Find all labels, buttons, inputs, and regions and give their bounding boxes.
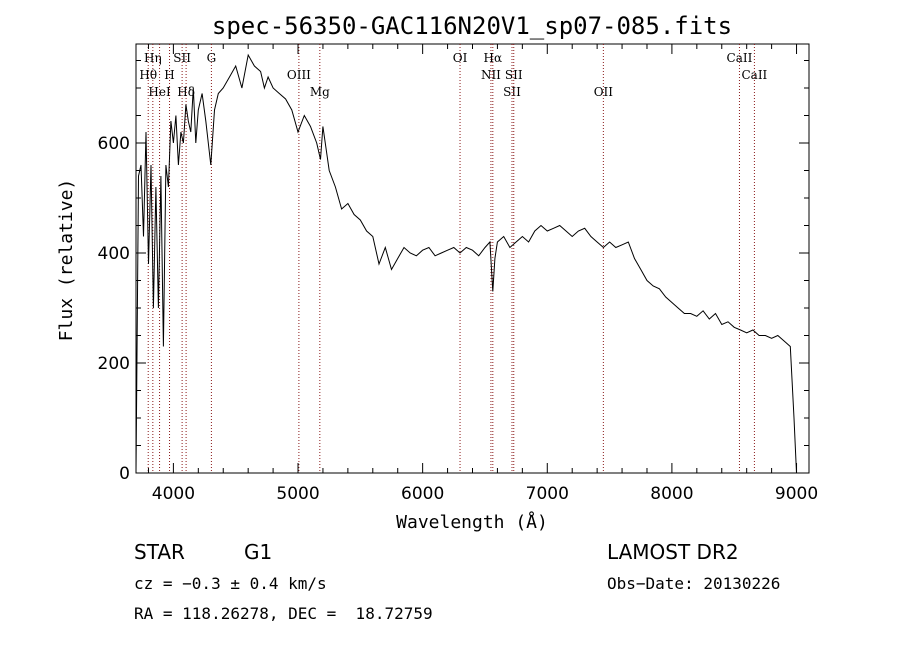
coordinates: RA = 118.26278, DEC = 18.72759	[134, 604, 433, 623]
line-marker-label: CaII	[741, 68, 767, 82]
line-marker-label: SII	[503, 85, 521, 99]
line-marker-label: Mg	[310, 85, 330, 99]
line-marker-label: NII	[481, 68, 501, 82]
y-tick-label: 0	[119, 464, 130, 484]
line-marker-label: CaII	[727, 51, 753, 65]
y-tick-label: 400	[98, 244, 130, 264]
x-tick-label: 9000	[775, 484, 818, 504]
x-tick-label: 6000	[401, 484, 444, 504]
plot-frame	[135, 43, 810, 474]
y-axis-label: Flux (relative)	[56, 179, 77, 342]
axis-ticks: 4000 5000 6000 7000 8000 9000 0 200 400 600	[98, 44, 818, 504]
x-tick-label: 5000	[276, 484, 319, 504]
line-marker-label: Hη	[144, 51, 162, 65]
line-markers: HηHθHeISIIHHδGOIIIMgOINIISIIHαSIIOIICaII…	[139, 44, 768, 473]
obs-date: Obs−Date: 20130226	[607, 574, 781, 593]
line-marker-label: SII	[173, 51, 191, 65]
line-marker-label: OII	[594, 85, 614, 99]
object-subclass: G1	[244, 540, 273, 564]
spectrum-line	[135, 53, 797, 474]
survey-name: LAMOST DR2	[607, 540, 739, 564]
y-tick-label: 600	[98, 134, 130, 154]
redshift-cz: cz = −0.3 ± 0.4 km/s	[134, 574, 327, 593]
line-marker-label: OI	[453, 51, 468, 65]
line-marker-label: Hδ	[177, 85, 195, 99]
x-axis-label: Wavelength (Å)	[396, 511, 548, 533]
line-marker-label: H	[164, 68, 174, 82]
spectrum-chart: spec-56350-GAC116N20V1_sp07-085.fits HηH…	[56, 12, 818, 533]
y-tick-label: 200	[98, 354, 130, 374]
chart-title: spec-56350-GAC116N20V1_sp07-085.fits	[212, 12, 732, 40]
line-marker-label: Hα	[484, 51, 503, 65]
x-tick-label: 7000	[526, 484, 569, 504]
object-class: STAR	[134, 540, 185, 564]
x-tick-label: 4000	[152, 484, 195, 504]
line-marker-label: Hθ	[139, 68, 157, 82]
x-tick-label: 8000	[650, 484, 693, 504]
line-marker-label: OIII	[287, 68, 311, 82]
line-marker-label: SII	[505, 68, 523, 82]
line-marker-label: G	[207, 51, 217, 65]
line-marker-label: HeI	[148, 85, 171, 99]
